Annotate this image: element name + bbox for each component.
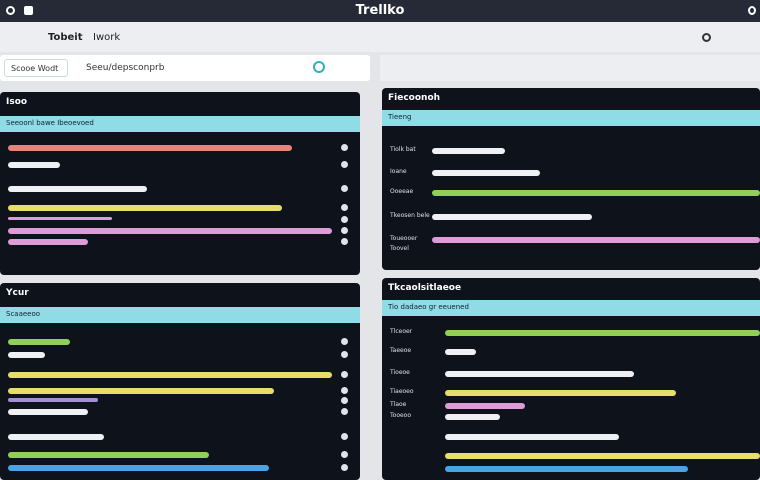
card-icon[interactable] (341, 371, 348, 378)
panel-title[interactable]: Tkcaolsitlaeoe (388, 283, 462, 293)
panel-banner: Tieeng (382, 110, 760, 126)
card-bar[interactable] (8, 452, 209, 458)
card-icon[interactable] (341, 464, 348, 471)
panel-banner: Scaaeeoo (0, 307, 360, 323)
card-bar[interactable] (432, 190, 760, 196)
menu-icon[interactable] (24, 6, 33, 15)
card-icon[interactable] (341, 397, 348, 404)
card-bar[interactable] (8, 372, 332, 378)
panel-title[interactable]: Fiecoonoh (388, 93, 441, 103)
card-label: Toueooer (390, 235, 418, 242)
card-bar[interactable] (8, 239, 88, 245)
card-bar[interactable] (8, 217, 112, 220)
toolbar: Tobeit Iwork (0, 22, 760, 52)
card-icon[interactable] (341, 238, 348, 245)
search-icon[interactable] (313, 61, 325, 73)
card-label: Ioane (390, 168, 407, 175)
card-bar[interactable] (445, 414, 500, 420)
card-bar[interactable] (8, 145, 292, 151)
card-icon[interactable] (341, 185, 348, 192)
panel-title[interactable]: Isoo (6, 97, 28, 107)
app-title: Trellko (355, 3, 405, 18)
card-bar[interactable] (445, 434, 619, 440)
card-bar[interactable] (8, 388, 274, 394)
settings-icon[interactable] (702, 33, 711, 42)
panel-title[interactable]: Ycur (6, 288, 29, 298)
card-bar[interactable] (445, 403, 525, 409)
card-bar[interactable] (8, 228, 332, 234)
card-bar[interactable] (445, 390, 676, 396)
card-label: Ooeeae (390, 188, 414, 195)
card-icon[interactable] (341, 204, 348, 211)
card-bar[interactable] (8, 205, 282, 211)
card-icon[interactable] (341, 144, 348, 151)
card-label: Tiaeoeo (390, 388, 414, 395)
card-bar[interactable] (8, 339, 70, 345)
card-bar[interactable] (8, 409, 88, 415)
card-bar[interactable] (432, 148, 505, 154)
action-bar (380, 55, 760, 81)
card-label: Tiolk bat (390, 146, 416, 153)
card-bar[interactable] (445, 453, 760, 459)
card-label: Tlceoer (390, 328, 413, 335)
card-bar[interactable] (445, 349, 476, 355)
card-icon[interactable] (341, 433, 348, 440)
search-bar: Scooe Wodt Seeu/depsconprb (0, 55, 370, 81)
toolbar-item[interactable]: Tobeit (48, 32, 83, 43)
toolbar-item[interactable]: Iwork (93, 32, 121, 43)
panel-banner: Seeoonl bawe Ibeoevoed (0, 116, 360, 132)
list-panel: Fiecoonoh Tieeng Tiolk bat Ioane Ooeeae Tkeos… (382, 88, 760, 270)
top-bar: Trellko (0, 0, 760, 22)
card-icon[interactable] (341, 451, 348, 458)
list-panel: Tkcaolsitlaeoe Tio dadaeo gr eeuened Tlceo… (382, 278, 760, 480)
card-bar[interactable] (8, 465, 269, 471)
search-input[interactable]: Seeu/depsconprb (86, 63, 165, 73)
card-label: Taeeoe (390, 347, 412, 354)
card-label: Tioeoe (390, 369, 410, 376)
card-bar[interactable] (432, 214, 592, 220)
card-bar[interactable] (8, 186, 147, 192)
user-icon[interactable] (748, 6, 756, 15)
card-bar[interactable] (432, 170, 540, 176)
card-bar[interactable] (8, 398, 98, 402)
card-icon[interactable] (341, 351, 348, 358)
logo-icon[interactable] (6, 6, 15, 15)
list-panel: Ycur Scaaeeoo (0, 283, 360, 480)
panel-banner: Tio dadaeo gr eeuened (382, 300, 760, 316)
card-bar[interactable] (432, 237, 760, 243)
card-icon[interactable] (341, 338, 348, 345)
card-bar[interactable] (8, 352, 45, 358)
card-icon[interactable] (341, 408, 348, 415)
card-label: Tlaoe (390, 401, 407, 408)
card-icon[interactable] (341, 227, 348, 234)
card-bar[interactable] (445, 466, 688, 472)
card-label: Toovel (390, 245, 409, 252)
card-icon[interactable] (341, 216, 348, 223)
card-bar[interactable] (445, 330, 760, 336)
search-button[interactable]: Scooe Wodt (4, 59, 68, 77)
card-label: Tooeoo (390, 412, 412, 419)
card-bar[interactable] (8, 162, 60, 168)
card-bar[interactable] (8, 434, 104, 440)
list-panel: Isoo Seeoonl bawe Ibeoevoed (0, 92, 360, 275)
card-icon[interactable] (341, 387, 348, 394)
card-label: Tkeosen bele (390, 212, 430, 219)
card-icon[interactable] (341, 161, 348, 168)
card-bar[interactable] (445, 371, 634, 377)
